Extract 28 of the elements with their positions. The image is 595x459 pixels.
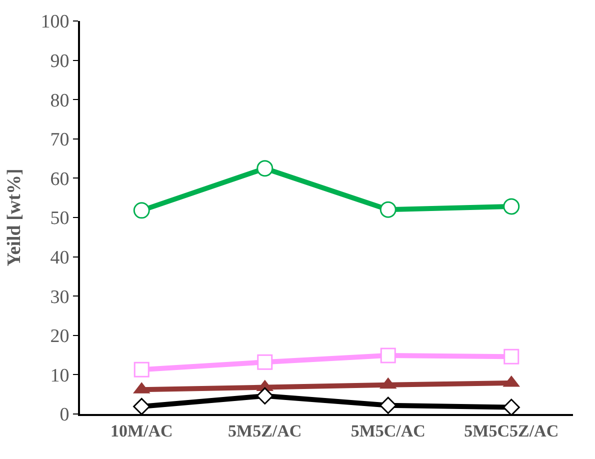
point [380,201,396,218]
point [504,348,520,364]
y-tick-label: 20 [50,326,70,348]
point [256,160,274,177]
x-tick-label: 10M/AC [110,421,173,440]
x-tick-label: 5M5Z/AC [228,421,302,440]
point [256,387,274,404]
y-axis-title: Yeild [wt%] [4,168,26,266]
y-tick-label: 70 [50,130,70,151]
y-tick-label: 50 [50,208,70,230]
y-tick-label: 10 [50,365,70,386]
point [380,348,396,364]
point [503,198,520,215]
y-tick-label: 0 [60,404,70,426]
y-tick-label: 90 [50,50,70,72]
point [133,398,150,414]
y-tick-label: 100 [40,12,70,33]
point [502,398,520,414]
x-tick-label: 5M5C5Z/AC [464,421,559,440]
point [257,354,273,370]
x-tick-label: 5M5C/AC [350,421,426,440]
point [134,362,150,378]
point [380,396,397,414]
y-tick-label: 80 [50,90,70,112]
y-tick-label: 30 [50,286,70,308]
y-tick-label: 40 [50,247,70,268]
y-tick-label: 60 [50,168,70,190]
point [133,202,150,219]
